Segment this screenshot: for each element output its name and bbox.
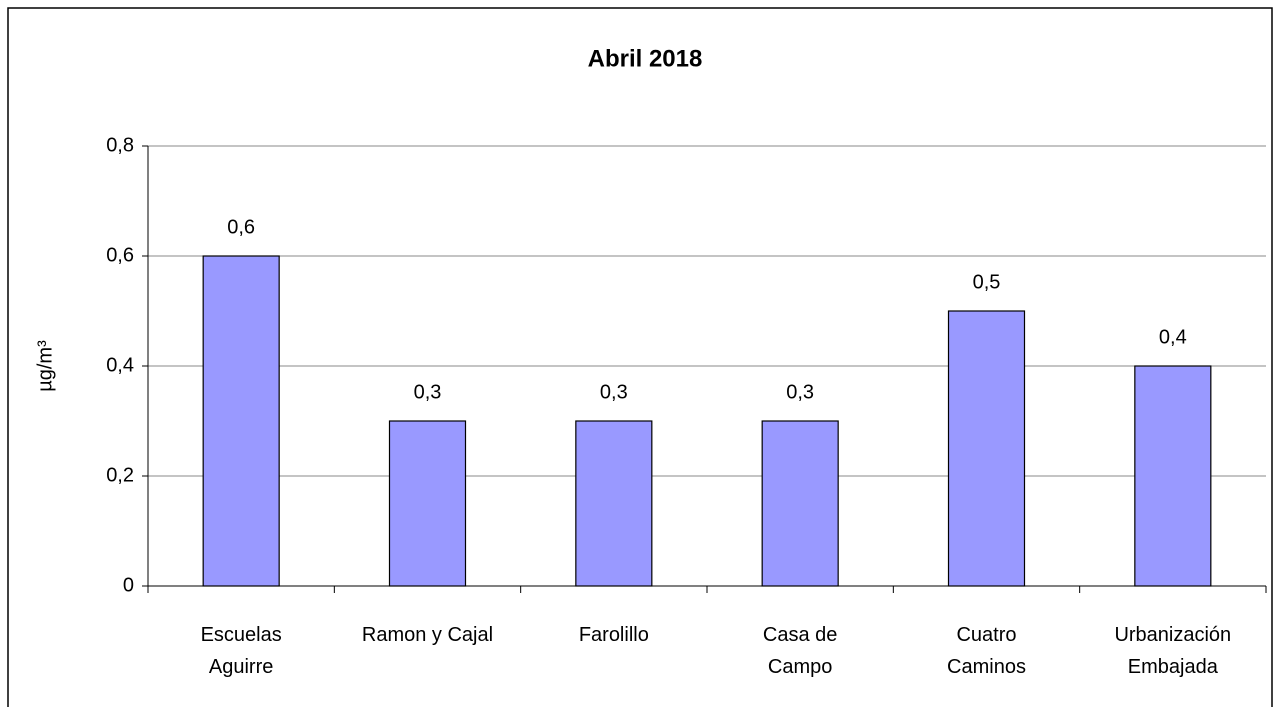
bar [947, 310, 1026, 587]
y-tick-label: 0 [123, 574, 134, 596]
bar [761, 420, 839, 587]
data-label: 0,5 [973, 271, 1001, 293]
y-tick-label: 0,6 [106, 244, 134, 266]
x-tick-label: Cuatro Caminos [947, 624, 1026, 678]
bar [1134, 365, 1212, 587]
x-tick-label: Escuelas Aguirre [200, 624, 282, 678]
data-label: 0,4 [1159, 326, 1187, 348]
y-tick-label: 0,8 [106, 134, 134, 156]
x-tick-label: Ramon y Cajal [361, 624, 494, 646]
y-axis-label: µg/m³ [34, 340, 56, 392]
y-tick-label: 0,2 [106, 464, 134, 486]
chart-title: Abril 2018 [588, 45, 703, 72]
data-label: 0,6 [227, 216, 255, 238]
bar [388, 420, 467, 587]
x-tick-label: Casa de Campo [762, 624, 838, 678]
x-tick-label: Urbanización Embajada [1114, 624, 1232, 678]
bar [575, 420, 653, 587]
data-label: 0,3 [786, 381, 814, 403]
data-label: 0,3 [600, 381, 628, 403]
x-tick-label: Farolillo [578, 624, 649, 646]
y-tick-label: 0,4 [106, 354, 134, 376]
data-label: 0,3 [414, 381, 442, 403]
bar [202, 255, 280, 587]
chart-frame [7, 7, 1273, 707]
